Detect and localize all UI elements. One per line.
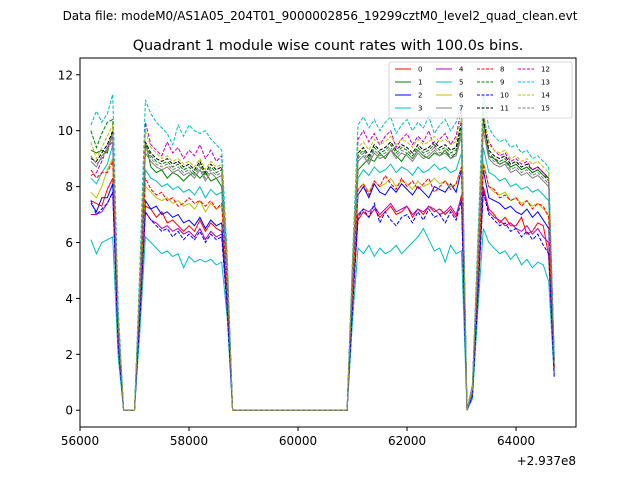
- series-line-15: [90, 125, 555, 411]
- legend-label-1: 1: [418, 79, 422, 87]
- y-tick-label: 10: [58, 124, 73, 138]
- legend-label-10: 10: [500, 92, 509, 100]
- y-tick-label: 2: [65, 348, 73, 362]
- figure-suptitle: Data file: modeM0/AS1A05_204T01_90000028…: [63, 9, 578, 23]
- series-line-14: [90, 111, 555, 411]
- y-tick-label: 12: [58, 68, 73, 82]
- legend-label-14: 14: [541, 92, 550, 100]
- legend-box: [388, 61, 573, 119]
- y-tick-label: 0: [65, 404, 73, 418]
- x-tick-label: 62000: [388, 434, 426, 448]
- series-layer: [90, 94, 555, 411]
- legend-label-6: 6: [459, 92, 464, 100]
- chart-title: Quadrant 1 module wise count rates with …: [133, 38, 524, 54]
- y-tick-label: 8: [65, 180, 73, 194]
- legend-label-5: 5: [459, 79, 463, 87]
- y-tick-label: 6: [65, 236, 73, 250]
- x-tick-label: 58000: [170, 434, 208, 448]
- x-offset-label: +2.937e8: [517, 454, 576, 468]
- legend-label-8: 8: [500, 66, 504, 74]
- legend-label-4: 4: [459, 66, 464, 74]
- legend-label-12: 12: [541, 66, 550, 74]
- x-tick-label: 64000: [497, 434, 535, 448]
- x-tick-label: 60000: [279, 434, 317, 448]
- x-tick-label: 56000: [61, 434, 99, 448]
- y-tick-label: 4: [65, 292, 73, 306]
- legend-label-7: 7: [459, 105, 463, 113]
- legend-label-3: 3: [418, 105, 422, 113]
- legend-label-15: 15: [541, 105, 550, 113]
- legend-label-0: 0: [418, 66, 422, 74]
- legend-label-2: 2: [418, 92, 422, 100]
- legend-label-13: 13: [541, 79, 550, 87]
- legend-label-11: 11: [500, 105, 509, 113]
- legend-label-9: 9: [500, 79, 504, 87]
